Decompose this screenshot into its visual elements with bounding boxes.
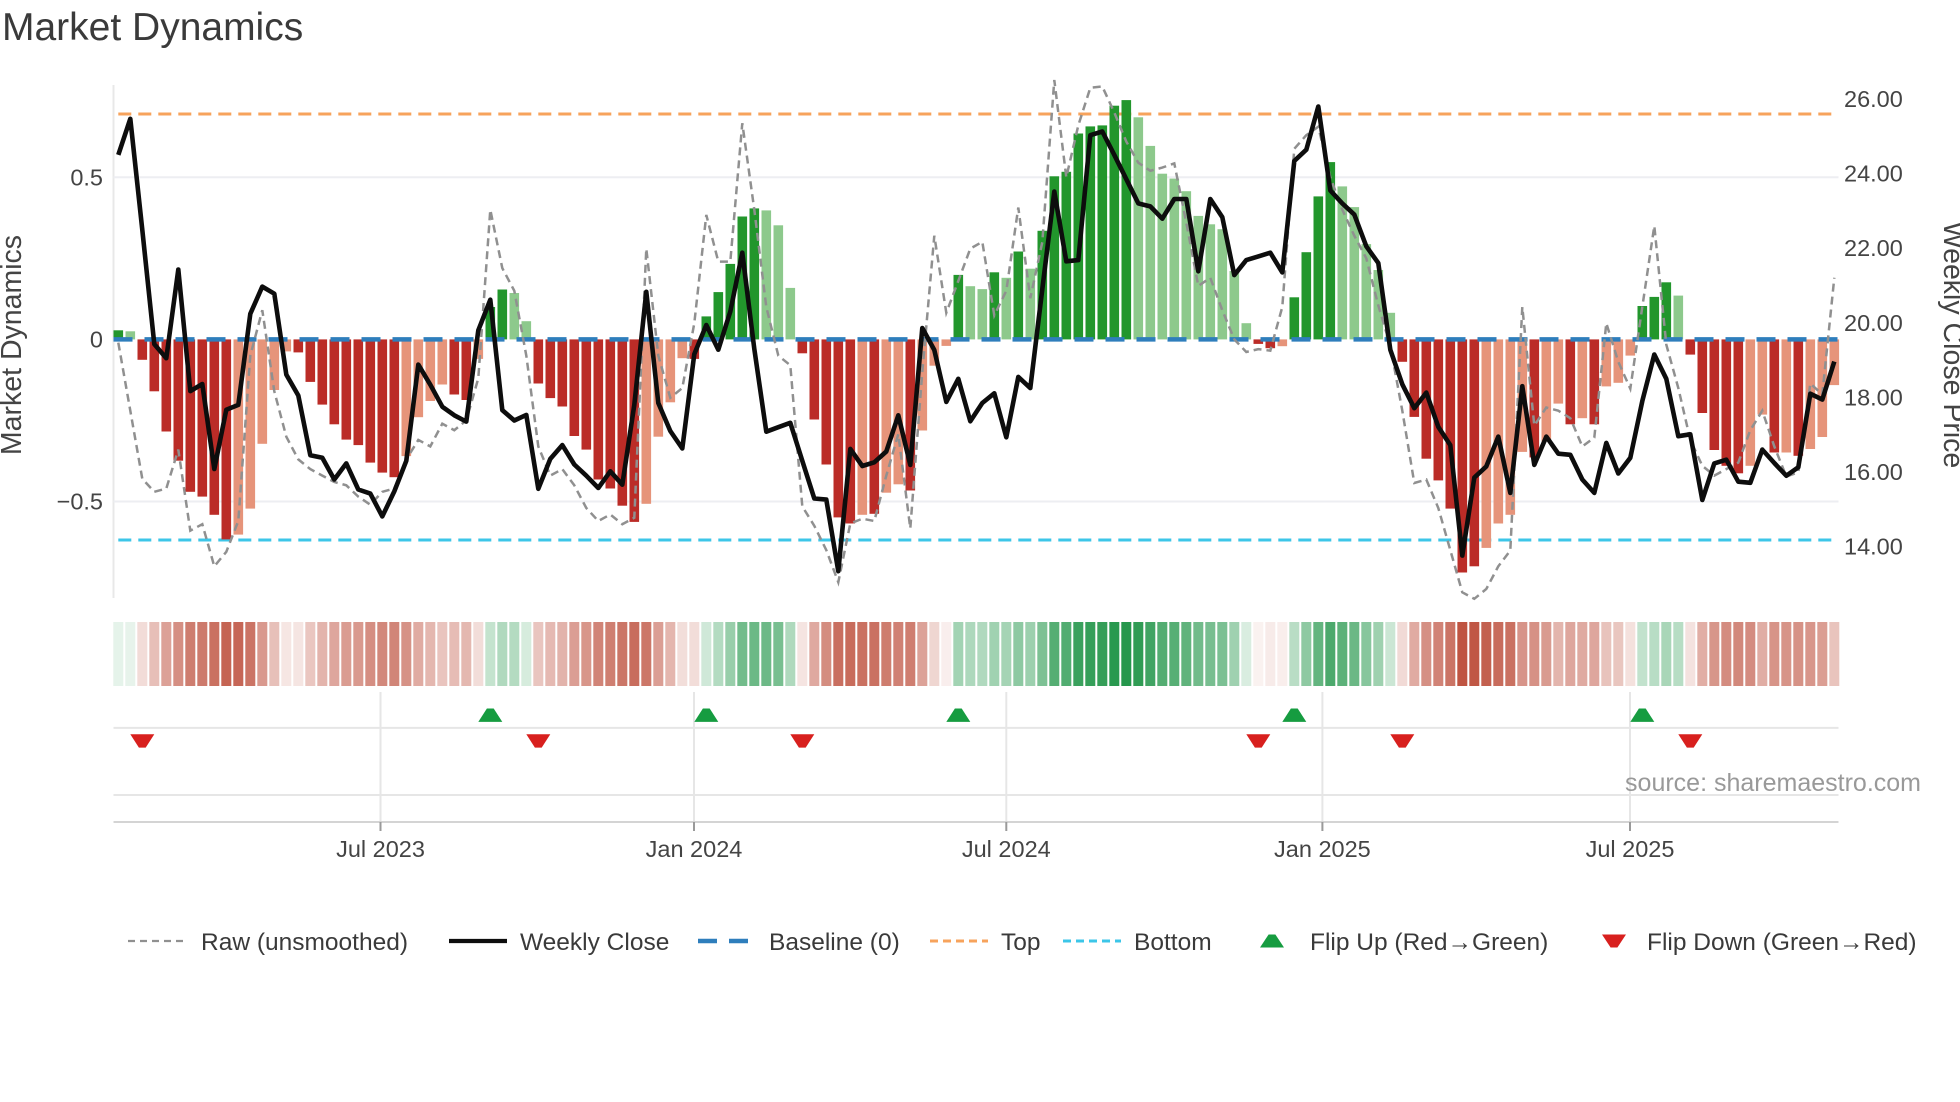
svg-text:Flip Up (Red→Green): Flip Up (Red→Green): [1310, 929, 1548, 956]
svg-text:0: 0: [90, 326, 103, 352]
svg-text:Weekly Close Price: Weekly Close Price: [1937, 222, 1960, 469]
svg-text:Flip Down (Green→Red): Flip Down (Green→Red): [1647, 929, 1917, 956]
svg-text:0.5: 0.5: [70, 164, 103, 190]
svg-text:26.00: 26.00: [1844, 86, 1903, 112]
svg-text:source: sharemaestro.com: source: sharemaestro.com: [1625, 769, 1921, 797]
svg-text:Market Dynamics: Market Dynamics: [2, 6, 303, 49]
svg-text:Jul 2025: Jul 2025: [1586, 836, 1675, 862]
svg-text:Jan 2025: Jan 2025: [1274, 836, 1371, 862]
svg-text:Jan 2024: Jan 2024: [646, 836, 743, 862]
svg-text:Jul 2023: Jul 2023: [336, 836, 425, 862]
svg-text:Top: Top: [1001, 929, 1041, 956]
svg-text:Baseline (0): Baseline (0): [769, 929, 900, 956]
svg-text:Raw (unsmoothed): Raw (unsmoothed): [201, 929, 408, 956]
svg-text:22.00: 22.00: [1844, 235, 1903, 261]
svg-text:16.00: 16.00: [1844, 459, 1903, 485]
svg-text:Weekly Close: Weekly Close: [520, 929, 669, 956]
svg-text:18.00: 18.00: [1844, 384, 1903, 410]
svg-text:Bottom: Bottom: [1134, 929, 1212, 956]
svg-text:Jul 2024: Jul 2024: [962, 836, 1051, 862]
svg-text:−0.5: −0.5: [57, 489, 103, 515]
svg-text:14.00: 14.00: [1844, 534, 1903, 560]
svg-text:20.00: 20.00: [1844, 310, 1903, 336]
svg-text:24.00: 24.00: [1844, 161, 1903, 187]
svg-text:Market Dynamics: Market Dynamics: [0, 235, 28, 455]
